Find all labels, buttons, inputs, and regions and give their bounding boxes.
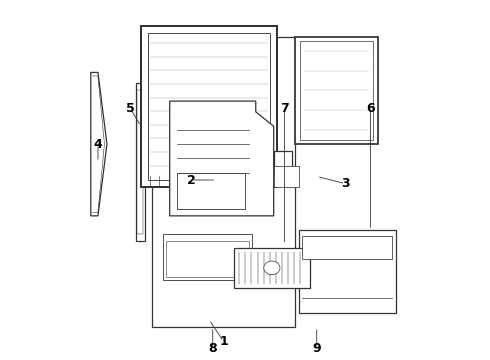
Text: 9: 9 <box>313 342 321 355</box>
Bar <box>166 241 248 277</box>
Polygon shape <box>274 166 299 187</box>
Polygon shape <box>91 72 107 216</box>
Bar <box>163 234 252 280</box>
Text: 2: 2 <box>187 174 196 186</box>
Polygon shape <box>152 37 295 327</box>
Polygon shape <box>274 151 292 173</box>
Bar <box>234 248 310 288</box>
Bar <box>299 41 373 140</box>
Text: 8: 8 <box>208 342 217 355</box>
Text: 1: 1 <box>219 335 228 348</box>
Bar <box>302 235 392 259</box>
Polygon shape <box>170 101 274 216</box>
Polygon shape <box>141 26 277 187</box>
Polygon shape <box>148 33 270 180</box>
Bar <box>136 83 145 241</box>
Text: 5: 5 <box>126 102 135 115</box>
Bar <box>177 173 245 209</box>
Text: 6: 6 <box>366 102 375 115</box>
Text: 3: 3 <box>341 177 350 190</box>
Text: 7: 7 <box>280 102 289 115</box>
Ellipse shape <box>264 261 280 275</box>
Bar <box>137 90 143 234</box>
Bar <box>295 37 378 144</box>
Text: 4: 4 <box>94 138 102 150</box>
Bar <box>299 230 395 313</box>
